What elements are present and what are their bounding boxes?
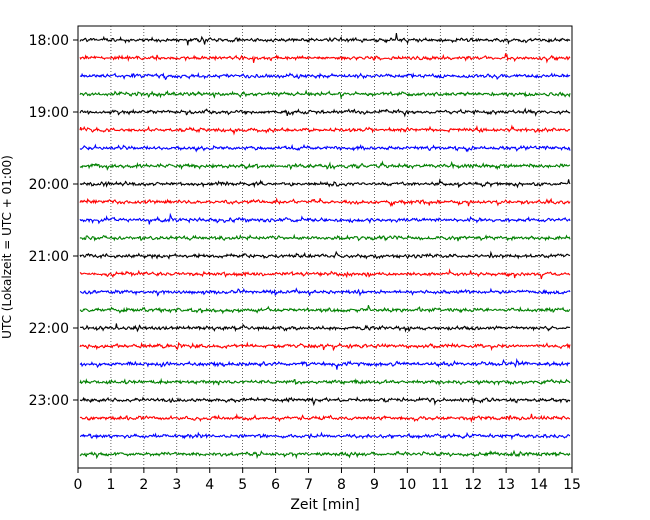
trace-2345 (79, 449, 571, 460)
x-axis-ticks: 0 1 2 3 4 5 6 7 8 9 10 11 12 13 14 15 (74, 468, 581, 493)
x-tick-label: 0 (74, 477, 83, 493)
y-tick-label: 18:00 (29, 33, 69, 49)
trace-2030 (79, 212, 571, 225)
trace-2215 (79, 341, 571, 352)
y-tick-label: 20:00 (29, 177, 69, 193)
x-axis-label: Zeit [min] (290, 497, 359, 513)
x-tick-label: 6 (271, 477, 280, 493)
grid-lines (110, 26, 540, 468)
y-axis-ticks: 18:00 19:00 20:00 21:00 22:00 23:00 (29, 33, 78, 409)
y-tick-label: 22:00 (29, 321, 69, 337)
x-tick-label: 8 (337, 477, 346, 493)
trace-2100 (79, 250, 571, 260)
x-tick-label: 5 (238, 477, 247, 493)
x-tick-label: 13 (497, 477, 515, 493)
x-tick-label: 1 (106, 477, 115, 493)
trace-2330 (79, 431, 571, 441)
trace-1815 (79, 53, 571, 64)
x-tick-label: 11 (431, 477, 449, 493)
y-tick-label: 21:00 (29, 249, 69, 265)
x-tick-label: 2 (139, 477, 148, 493)
x-tick-label: 14 (530, 477, 548, 493)
x-tick-label: 10 (398, 477, 416, 493)
trace-2315 (79, 413, 571, 423)
plot-frame (77, 25, 573, 469)
trace-1915 (79, 124, 571, 136)
trace-2015 (79, 197, 571, 208)
trace-1930 (79, 143, 571, 153)
trace-2130 (79, 287, 571, 297)
y-axis-label: UTC (Lokalzeit = UTC + 01:00) (0, 155, 14, 339)
trace-1900 (79, 107, 571, 118)
x-tick-label: 7 (304, 477, 313, 493)
trace-2115 (79, 268, 571, 280)
trace-2145 (79, 305, 571, 315)
trace-1845 (79, 89, 571, 100)
trace-2045 (79, 233, 571, 242)
trace-2300 (79, 396, 571, 407)
trace-1945 (79, 160, 571, 171)
trace-2000 (79, 178, 571, 189)
x-tick-label: 4 (205, 477, 214, 493)
trace-2245 (79, 377, 571, 387)
x-tick-label: 9 (370, 477, 379, 493)
trace-2230 (79, 357, 571, 370)
trace-1800 (79, 32, 571, 46)
trace-1830 (79, 71, 571, 81)
y-tick-label: 19:00 (29, 105, 69, 121)
x-tick-label: 12 (464, 477, 482, 493)
y-tick-label: 23:00 (29, 393, 69, 409)
x-tick-label: 15 (563, 477, 581, 493)
seismogram-traces (79, 32, 571, 460)
trace-2200 (79, 323, 571, 333)
x-tick-label: 3 (172, 477, 181, 493)
